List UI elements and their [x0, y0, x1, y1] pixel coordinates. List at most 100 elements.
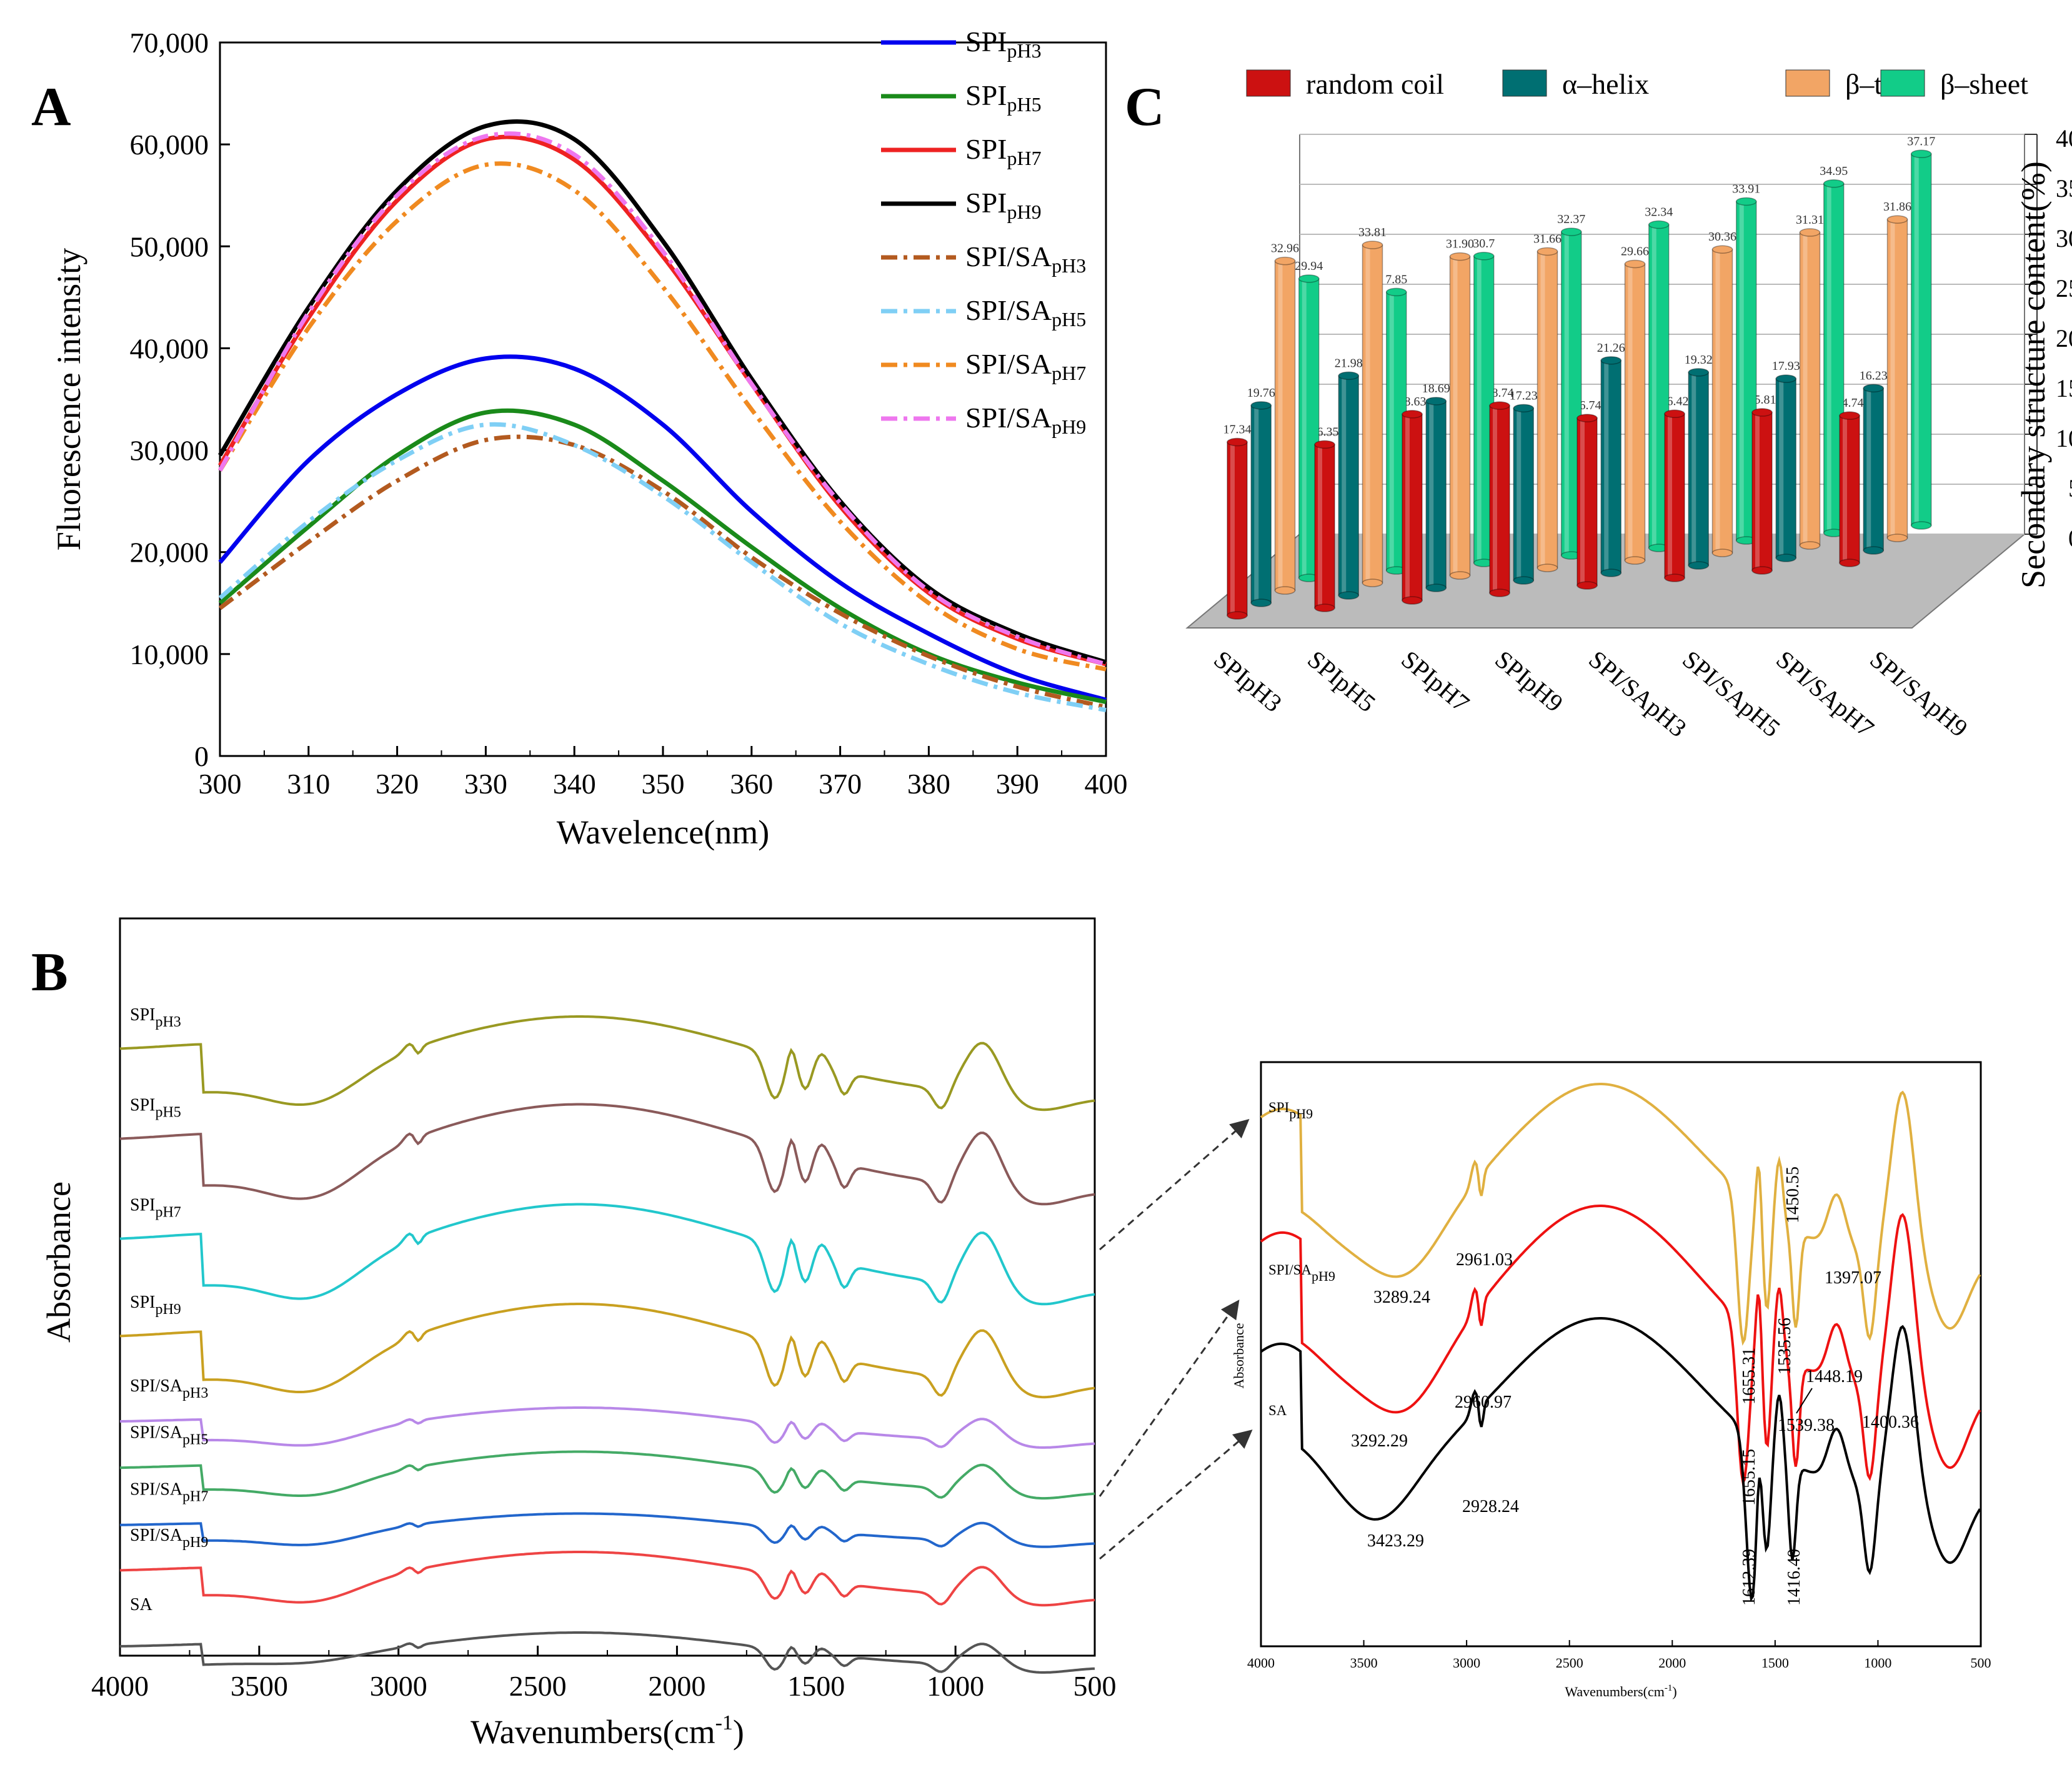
peak-label: 1612.39 — [1740, 1549, 1759, 1606]
x-tick-label: 370 — [819, 768, 862, 800]
bar-random_coil — [1402, 410, 1423, 605]
x-tick-label: 360 — [730, 768, 773, 800]
series-line-spi-sa-ph9 — [217, 131, 1107, 667]
panel-a-fluorescence-chart: A 300 310 320 330 340 350 360 370 380 390 400 0 10,… — [31, 26, 1128, 851]
ftir-series-label: SPI/SApH3 — [130, 1376, 208, 1401]
bar-value-label: 32.34 — [1645, 206, 1673, 219]
category-label-c: SPIpH5 — [1302, 645, 1381, 717]
peak-label: 3289.24 — [1373, 1288, 1430, 1307]
y-tick-label: 60,000 — [130, 129, 209, 161]
bar-value-label: 31.31 — [1796, 213, 1824, 227]
y-tick-label: 0 — [194, 740, 209, 772]
legend-a: SPIpH3 SPIpH5 SPIpH7 SPIpH9 SPI/SApH3 SPI/SAp… — [881, 26, 1086, 438]
ftir-line — [119, 1303, 1095, 1399]
bar-value-label: 17.93 — [1772, 359, 1800, 373]
ftir-line — [119, 1450, 1095, 1500]
bar-random_coil — [1314, 440, 1335, 612]
x-tick-label: 4000 — [1247, 1655, 1275, 1671]
y-tick-label: 40,000 — [130, 332, 209, 364]
x-axis-ticks-inset: 4000 3500 3000 2500 2000 1500 1000 500 — [1247, 1640, 1991, 1671]
series-line-spi-ph5 — [218, 408, 1107, 704]
bar-beta_turn — [1886, 215, 1908, 542]
y-axis-ticks-a: 0 10,000 20,000 30,000 40,000 50,000 60,000 70,… — [130, 27, 230, 772]
legend-swatch-c — [1880, 69, 1925, 97]
legend-label: SPIpH7 — [965, 133, 1042, 169]
bar-alpha_helix — [1338, 371, 1359, 600]
y-axis-label-a: Fluorescence intensity — [50, 248, 87, 550]
series-line-spi-ph3 — [218, 354, 1107, 702]
plot-frame-b — [119, 917, 1096, 1657]
bar-beta_sheet — [1298, 274, 1320, 582]
x-tick-label: 2500 — [509, 1670, 567, 1702]
bar-value-label: 30.36 — [1708, 230, 1736, 244]
category-label-c: SPI/SApH9 — [1865, 645, 1973, 742]
legend-label: SPIpH3 — [965, 26, 1042, 62]
bar-value-labels: 29.9432.9619.7617.347.8533.8121.9816.353… — [1223, 134, 1936, 439]
bar-beta_turn — [1274, 256, 1296, 595]
ftir-series-label: SPIpH9 — [130, 1293, 181, 1318]
bar-beta_turn — [1711, 245, 1733, 557]
legend-label-c: random coil — [1306, 68, 1444, 100]
dashed-connector-arrow — [1099, 1119, 1250, 1251]
bars-c: 29.9432.9619.7617.347.8533.8121.9816.353… — [1223, 134, 1936, 620]
category-label-c: SPI/SApH7 — [1771, 645, 1880, 742]
inset-line — [1260, 1317, 1981, 1602]
ftir-line — [119, 1551, 1095, 1607]
ftir-series-label: SPI/SApH9 — [130, 1526, 208, 1551]
series-line-spi-ph9 — [217, 119, 1107, 665]
z-tick-label: 30 — [2056, 224, 2072, 252]
legend-swatch-c — [1785, 69, 1830, 97]
x-tick-label: 1500 — [787, 1670, 845, 1702]
x-tick-label: 3500 — [231, 1670, 288, 1702]
connector-arrows — [1098, 1119, 1253, 1560]
ftir-line — [119, 1103, 1095, 1206]
bar-beta_turn — [1537, 247, 1558, 572]
x-tick-label: 3000 — [1453, 1655, 1480, 1671]
bar-beta_turn — [1449, 252, 1471, 580]
bar-value-label: 18.69 — [1422, 382, 1450, 395]
bar-beta_sheet — [1911, 149, 1932, 530]
category-label-c: SPIpH3 — [1208, 645, 1287, 717]
x-tick-label: 500 — [1073, 1670, 1117, 1702]
y-tick-label: 50,000 — [130, 231, 209, 262]
x-tick-label: 1500 — [1761, 1655, 1789, 1671]
z-tick-label: 5 — [2068, 474, 2072, 502]
ftir-series-label: SPI/SApH5 — [130, 1423, 208, 1448]
panel-letter-c: C — [1125, 77, 1165, 137]
x-tick-label: 500 — [1971, 1655, 1991, 1671]
peak-label: 2960.97 — [1455, 1393, 1512, 1412]
x-tick-label: 350 — [642, 768, 685, 800]
bar-value-label: 34.95 — [1820, 164, 1848, 178]
peak-labels-inset: 3289.24 2961.03 1655.31 1535.56 1450.55 1397.… — [1351, 1166, 1919, 1606]
x-tick-label: 2500 — [1556, 1655, 1583, 1671]
x-axis-label-b: Wavenumbers(cm-1) — [471, 1711, 744, 1751]
ftir-line — [119, 1512, 1095, 1548]
x-tick-label: 300 — [199, 768, 242, 800]
bar-value-label: 7.85 — [1385, 272, 1407, 286]
legend-label: SPIpH9 — [965, 187, 1042, 223]
peak-label: 3292.29 — [1351, 1431, 1408, 1451]
bar-value-label: 19.76 — [1247, 386, 1275, 400]
inset-series-label: SPI/SApH9 — [1268, 1262, 1335, 1284]
bar-random_coil — [1664, 409, 1685, 582]
inset-line — [1260, 1205, 1981, 1486]
peak-label: 1450.55 — [1783, 1166, 1803, 1223]
ftir-line — [119, 1015, 1095, 1111]
bar-value-label: 32.96 — [1271, 242, 1299, 256]
bar-value-label: 16.23 — [1860, 369, 1888, 382]
bar-random_coil — [1227, 437, 1248, 620]
category-label-c: SPI/SApH3 — [1583, 645, 1692, 742]
bar-value-label: 17.34 — [1223, 423, 1252, 437]
panel-b-inset-chart: 4000 3500 3000 2500 2000 1500 1000 500 SPIpH9SP… — [1231, 1061, 1991, 1699]
x-tick-label: 380 — [907, 768, 950, 800]
series-labels-inset: SPIpH9 SPI/SApH9 SA — [1268, 1100, 1335, 1418]
bar-beta_turn — [1624, 259, 1646, 565]
series-lines-inset — [1260, 1083, 1981, 1602]
series-line-spi-sa-ph3 — [218, 434, 1107, 710]
bar-alpha_helix — [1513, 404, 1534, 585]
x-axis-ticks-a: 300 310 320 330 340 350 360 370 380 390 400 — [199, 746, 1128, 800]
bar-value-label: 37.17 — [1907, 134, 1935, 148]
